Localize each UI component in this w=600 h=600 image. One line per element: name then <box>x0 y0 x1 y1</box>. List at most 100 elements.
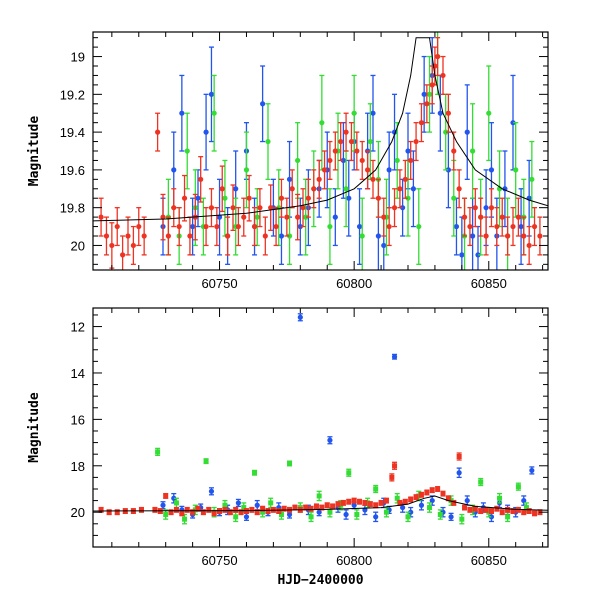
bottom-data-point <box>510 508 516 514</box>
bottom-data-point <box>278 512 284 518</box>
top-data-point <box>289 186 295 192</box>
top-data-point <box>391 205 398 211</box>
bottom-data-point <box>462 505 468 511</box>
bottom-data-point <box>389 474 395 480</box>
top-data-point <box>343 129 349 135</box>
bottom-data-point <box>478 479 484 485</box>
top-data-point <box>381 242 387 249</box>
bottom-data-point <box>402 499 408 505</box>
top-data-point <box>251 223 258 230</box>
bottom-data-point <box>106 509 112 515</box>
top-data-point <box>445 167 451 173</box>
top-data-point <box>181 195 188 201</box>
top-data-point <box>386 223 392 230</box>
bottom-data-point <box>499 509 505 515</box>
bottom-data-point <box>456 470 462 476</box>
top-data-point <box>505 233 511 239</box>
bottom-data-point <box>292 505 298 511</box>
bottom-data-point <box>160 502 166 508</box>
bottom-data-point <box>362 500 368 506</box>
top-data-point <box>470 233 476 239</box>
top-data-point <box>262 233 268 239</box>
bottom-data-point <box>343 511 349 518</box>
top-data-point <box>421 91 427 97</box>
bottom-data-point <box>254 509 260 515</box>
bottom-x-tick-label: 60800 <box>336 553 372 568</box>
top-data-point <box>120 252 126 258</box>
bottom-data-point <box>190 509 196 515</box>
bottom-y-axis-title: Magnitude <box>27 392 42 463</box>
bottom-data-point <box>405 514 411 520</box>
bottom-data-point <box>486 509 492 515</box>
bottom-x-axis-title: HJD−2400000 <box>277 573 363 588</box>
top-data-point <box>125 233 131 239</box>
bottom-data-point <box>456 454 462 460</box>
top-data-point <box>273 223 279 230</box>
bottom-data-point <box>168 509 174 515</box>
top-data-point <box>461 214 468 220</box>
top-data-point <box>351 110 357 116</box>
bottom-data-point <box>346 499 352 505</box>
bottom-data-point <box>394 495 400 501</box>
top-data-point <box>103 233 110 239</box>
top-data-point <box>265 138 271 145</box>
top-data-point <box>214 223 220 230</box>
bottom-data-point <box>173 507 179 513</box>
bottom-data-point <box>451 500 457 506</box>
bottom-data-point <box>416 493 422 499</box>
top-data-point <box>211 110 217 116</box>
top-x-tick-label: 60800 <box>336 276 372 291</box>
bottom-y-tick-label: 20 <box>71 505 85 520</box>
top-data-point <box>98 214 104 220</box>
bottom-data-point <box>515 484 521 490</box>
bottom-data-point <box>222 502 228 508</box>
top-data-point <box>356 223 363 230</box>
top-data-point <box>453 223 460 230</box>
bottom-data-point <box>367 501 373 507</box>
bottom-x-tick-label: 60750 <box>201 553 237 568</box>
top-data-point <box>109 242 115 249</box>
top-data-point <box>203 129 209 135</box>
top-data-point <box>130 242 136 249</box>
bottom-data-point <box>330 503 336 509</box>
bottom-data-point <box>163 493 169 499</box>
top-data-point <box>155 129 161 135</box>
bottom-data-point <box>483 507 489 513</box>
top-data-point <box>187 233 193 239</box>
top-data-point <box>515 214 521 220</box>
top-data-point <box>160 214 166 220</box>
bottom-y-tick-label: 14 <box>71 366 85 381</box>
top-data-point <box>295 214 301 220</box>
top-data-point <box>531 223 538 230</box>
top-data-point <box>321 167 328 173</box>
top-data-point <box>278 233 285 239</box>
bottom-data-point <box>335 501 341 507</box>
top-data-point <box>284 214 290 220</box>
top-data-point <box>459 252 465 258</box>
top-data-point <box>478 214 484 220</box>
top-data-point <box>348 138 355 145</box>
bottom-data-point <box>303 505 309 511</box>
top-data-point <box>467 223 473 230</box>
bottom-data-point <box>523 505 529 511</box>
top-data-point <box>413 138 419 145</box>
bottom-data-point <box>338 502 344 508</box>
bottom-data-point <box>424 489 430 495</box>
top-data-point <box>136 223 142 230</box>
top-data-point <box>408 157 414 164</box>
bottom-data-point <box>287 460 293 466</box>
top-data-point <box>359 157 365 164</box>
top-data-point <box>488 205 495 211</box>
top-data-point <box>233 186 239 192</box>
top-data-point <box>225 233 231 239</box>
bottom-data-point <box>227 509 233 515</box>
bottom-data-point <box>505 507 511 513</box>
bottom-data-point <box>281 506 287 512</box>
bottom-data-point <box>308 514 314 520</box>
top-data-point <box>526 242 532 249</box>
top-data-point <box>343 186 349 192</box>
bottom-data-point <box>327 437 333 443</box>
top-data-point <box>386 167 392 173</box>
bottom-data-point <box>351 502 357 508</box>
bottom-data-point <box>391 354 398 360</box>
